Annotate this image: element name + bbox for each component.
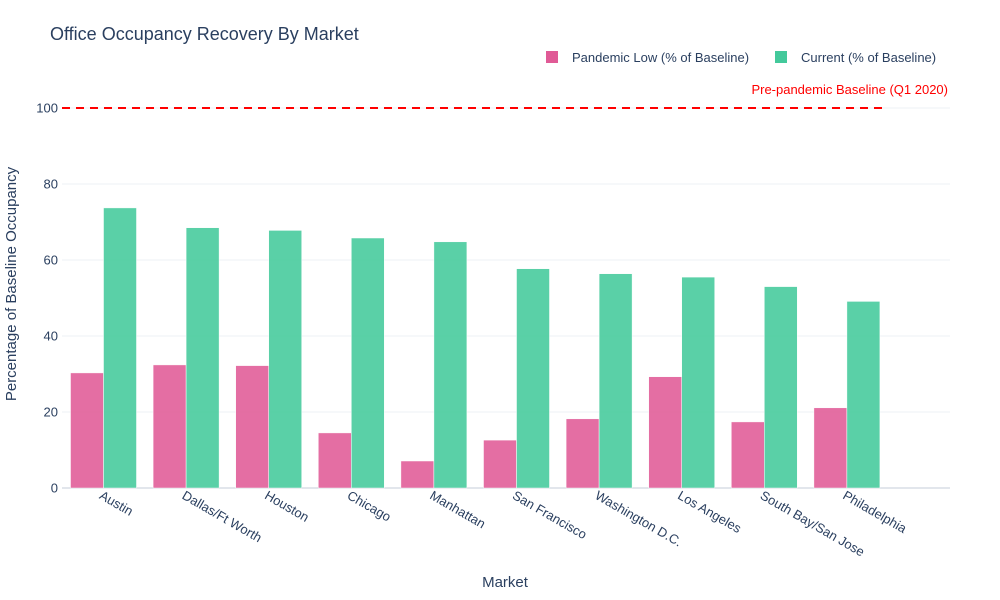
- bar-current-0[interactable]: [103, 207, 137, 489]
- x-tick-label: Austin: [97, 488, 136, 519]
- bar-pandemic-low-6[interactable]: [565, 418, 600, 489]
- y-tick-label: 20: [44, 405, 58, 420]
- baseline-annotation: Pre-pandemic Baseline (Q1 2020): [751, 82, 948, 97]
- bar-pandemic-low-9[interactable]: [813, 407, 848, 489]
- chart-title: Office Occupancy Recovery By Market: [50, 24, 359, 44]
- y-tick-label: 40: [44, 329, 58, 344]
- legend[interactable]: Pandemic Low (% of Baseline) Current (% …: [546, 50, 936, 65]
- bar-current-2[interactable]: [268, 230, 302, 489]
- bar-current-8[interactable]: [764, 286, 798, 489]
- baseline-group: Pre-pandemic Baseline (Q1 2020): [62, 82, 948, 109]
- y-ticks: 0 20 40 60 80 100: [36, 101, 58, 496]
- x-tick-label: Los Angeles: [675, 488, 744, 537]
- bar-pandemic-low-0[interactable]: [70, 372, 104, 489]
- x-axis-title: Market: [482, 574, 529, 591]
- x-tick-label: Dallas/Ft Worth: [180, 488, 265, 546]
- bar-pandemic-low-4[interactable]: [400, 460, 435, 489]
- legend-swatch-current: [775, 51, 787, 63]
- bar-pandemic-low-3[interactable]: [318, 432, 352, 489]
- bar-pandemic-low-2[interactable]: [235, 365, 269, 489]
- bars: [70, 207, 881, 489]
- y-tick-label: 0: [51, 481, 58, 496]
- x-tick-label: San Francisco: [510, 488, 589, 543]
- x-tick-label: Houston: [262, 488, 311, 525]
- bar-pandemic-low-7[interactable]: [648, 376, 682, 489]
- legend-label-current: Current (% of Baseline): [801, 50, 936, 65]
- y-axis-title: Percentage of Baseline Occupancy: [3, 166, 20, 401]
- bar-current-6[interactable]: [598, 273, 633, 489]
- bar-pandemic-low-8[interactable]: [731, 421, 765, 489]
- bar-current-3[interactable]: [351, 237, 385, 489]
- y-tick-label: 60: [44, 253, 58, 268]
- x-tick-label: Philadelphia: [840, 488, 910, 537]
- legend-swatch-pandemic-low: [546, 51, 558, 63]
- y-tick-label: 80: [44, 177, 58, 192]
- bar-current-4[interactable]: [433, 241, 468, 489]
- x-tick-label: Manhattan: [427, 488, 488, 532]
- bar-current-1[interactable]: [185, 227, 220, 489]
- bar-current-7[interactable]: [681, 276, 715, 489]
- bar-current-9[interactable]: [846, 301, 881, 489]
- x-tick-label: Washington D.C.: [593, 488, 685, 550]
- bar-pandemic-low-5[interactable]: [483, 439, 517, 489]
- legend-label-pandemic-low: Pandemic Low (% of Baseline): [572, 50, 749, 65]
- bar-current-5[interactable]: [516, 268, 550, 489]
- bar-pandemic-low-1[interactable]: [152, 364, 187, 489]
- y-tick-label: 100: [36, 101, 58, 116]
- x-tick-label: Chicago: [345, 488, 394, 525]
